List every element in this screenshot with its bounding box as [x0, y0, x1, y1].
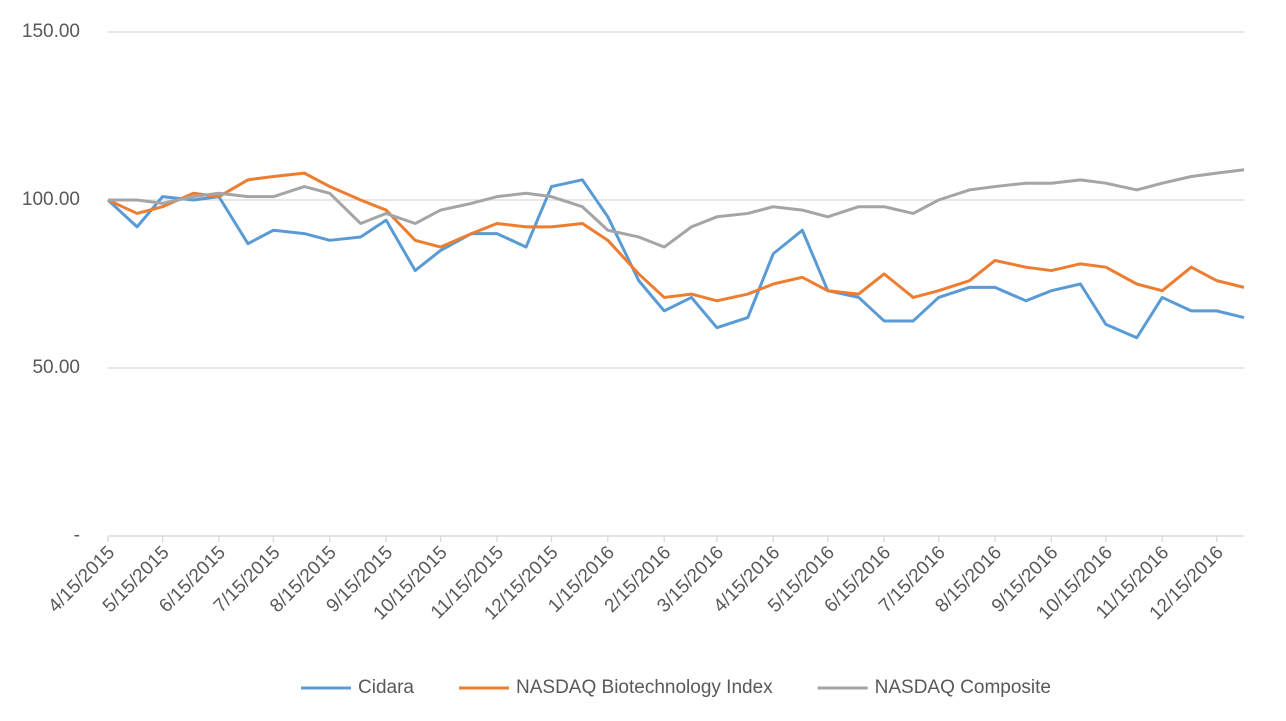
y-tick-label: 50.00	[32, 357, 80, 378]
y-tick-label: 100.00	[22, 189, 80, 210]
series-line	[106, 178, 1245, 340]
legend-label: NASDAQ Composite	[875, 677, 1051, 698]
legend-label: Cidara	[358, 677, 414, 698]
series-line	[108, 168, 1245, 249]
legend-label: NASDAQ Biotechnology Index	[516, 677, 773, 698]
y-tick-label: 150.00	[22, 21, 80, 42]
y-tick-label: -	[74, 525, 80, 546]
series-line	[107, 171, 1245, 303]
